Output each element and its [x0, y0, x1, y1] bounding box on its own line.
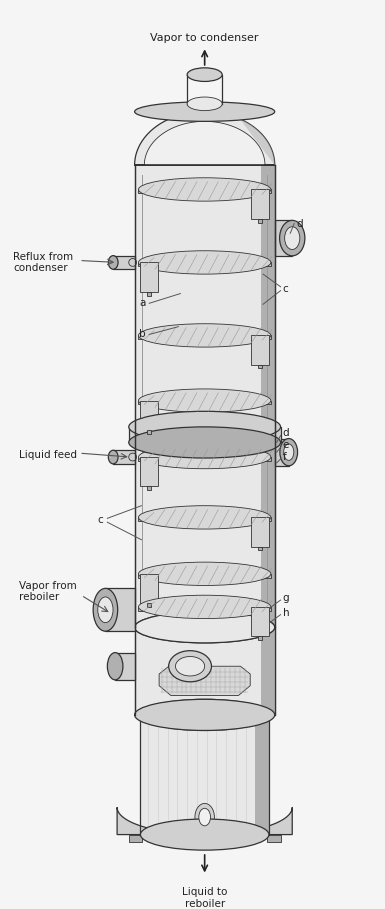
Bar [129, 834, 142, 843]
Bar [135, 627, 275, 714]
Polygon shape [159, 666, 250, 695]
Ellipse shape [285, 226, 300, 249]
Bar [141, 401, 158, 430]
Bar [139, 457, 271, 461]
Ellipse shape [199, 808, 211, 825]
Bar [129, 427, 281, 443]
Text: Liquid to
reboiler: Liquid to reboiler [182, 887, 228, 909]
Bar [267, 834, 281, 843]
Ellipse shape [98, 597, 113, 623]
Bar [115, 653, 135, 680]
Ellipse shape [108, 255, 118, 269]
Ellipse shape [280, 438, 298, 465]
Text: c: c [283, 284, 288, 294]
Bar [255, 714, 269, 834]
Ellipse shape [93, 588, 118, 631]
Ellipse shape [107, 653, 123, 680]
Bar [251, 517, 269, 546]
Ellipse shape [141, 819, 269, 850]
Ellipse shape [139, 445, 271, 469]
Ellipse shape [195, 804, 214, 831]
Bar [139, 401, 271, 405]
Text: Vapor to condenser: Vapor to condenser [151, 33, 259, 43]
Ellipse shape [135, 612, 275, 643]
Bar [141, 263, 158, 292]
Bar [251, 607, 269, 636]
Ellipse shape [139, 389, 271, 413]
Polygon shape [240, 119, 275, 165]
Bar [105, 588, 135, 631]
Ellipse shape [139, 251, 271, 275]
Bar [139, 607, 271, 611]
Bar [258, 636, 262, 640]
Bar [139, 263, 271, 266]
Ellipse shape [135, 612, 275, 643]
Bar [139, 517, 271, 521]
Text: g: g [283, 594, 289, 604]
Text: f: f [283, 452, 286, 462]
Ellipse shape [284, 444, 294, 460]
Ellipse shape [139, 505, 271, 529]
Bar [135, 165, 275, 627]
Text: b: b [139, 329, 146, 339]
Text: Vapor from
reboiler: Vapor from reboiler [19, 581, 77, 602]
Text: d: d [283, 428, 289, 438]
Ellipse shape [176, 656, 205, 676]
Bar [261, 627, 275, 714]
Bar [258, 365, 262, 368]
Bar [251, 335, 269, 365]
Bar [261, 165, 275, 627]
Ellipse shape [129, 258, 137, 266]
Bar [141, 574, 158, 603]
Ellipse shape [129, 411, 281, 443]
Bar [139, 574, 271, 578]
Bar [141, 457, 158, 486]
Ellipse shape [187, 68, 222, 82]
Ellipse shape [135, 102, 275, 121]
Text: d: d [296, 218, 303, 228]
Polygon shape [135, 112, 275, 165]
Bar [139, 189, 271, 194]
Text: Reflux from
condenser: Reflux from condenser [13, 252, 73, 274]
Text: c: c [98, 515, 104, 525]
Bar [139, 335, 271, 339]
Ellipse shape [139, 324, 271, 347]
Ellipse shape [187, 97, 222, 111]
Bar [258, 546, 262, 551]
Ellipse shape [139, 178, 271, 201]
Bar [141, 714, 269, 834]
Ellipse shape [139, 595, 271, 618]
Bar [275, 438, 289, 465]
Ellipse shape [141, 699, 269, 731]
Bar [147, 430, 151, 434]
Bar [113, 450, 135, 464]
Bar [113, 255, 135, 269]
Text: e: e [283, 440, 289, 450]
Ellipse shape [129, 454, 137, 461]
Ellipse shape [139, 562, 271, 585]
Text: a: a [139, 298, 146, 308]
Bar [147, 603, 151, 607]
Ellipse shape [135, 699, 275, 731]
Bar [147, 292, 151, 295]
Polygon shape [117, 807, 292, 834]
Polygon shape [144, 122, 265, 165]
Ellipse shape [108, 450, 118, 464]
Text: Liquid feed: Liquid feed [19, 450, 77, 460]
Ellipse shape [280, 220, 305, 255]
Ellipse shape [169, 651, 211, 682]
Bar [275, 220, 292, 255]
Bar [147, 486, 151, 490]
Ellipse shape [129, 427, 281, 458]
Text: h: h [283, 608, 289, 618]
Bar [251, 189, 269, 219]
Bar [258, 219, 262, 223]
